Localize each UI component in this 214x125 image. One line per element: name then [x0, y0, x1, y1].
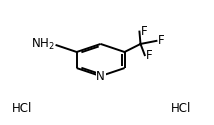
Text: HCl: HCl: [171, 102, 192, 115]
Text: N: N: [96, 70, 105, 83]
Text: HCl: HCl: [12, 102, 32, 115]
Text: F: F: [146, 49, 152, 62]
Text: NH$_2$: NH$_2$: [31, 37, 55, 52]
Text: F: F: [158, 34, 164, 47]
Text: F: F: [141, 25, 147, 38]
